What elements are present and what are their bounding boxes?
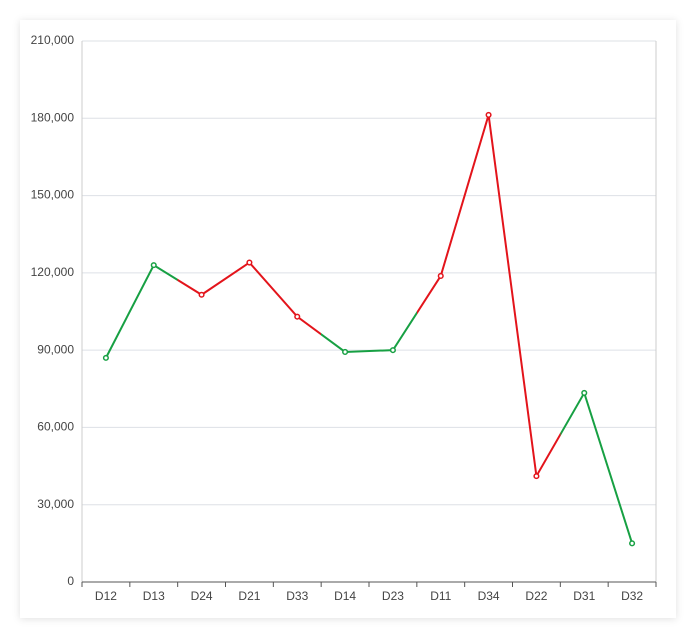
point xyxy=(150,262,157,269)
card xyxy=(20,20,676,618)
x-tick-label: D22 xyxy=(525,589,547,603)
point xyxy=(437,272,444,279)
point xyxy=(342,348,349,355)
x-tick-label: D34 xyxy=(478,589,500,603)
point xyxy=(533,473,540,480)
x-tick-label: D21 xyxy=(238,589,260,603)
y-tick-label: 150,000 xyxy=(31,188,75,202)
x-tick-label: D24 xyxy=(191,589,213,603)
point xyxy=(389,347,396,354)
point xyxy=(102,354,109,361)
x-tick-label: D33 xyxy=(286,589,308,603)
y-tick-label: 90,000 xyxy=(37,342,74,356)
y-tick-label: 60,000 xyxy=(37,420,74,434)
x-tick-label: D31 xyxy=(573,589,595,603)
point xyxy=(198,291,205,298)
x-tick-label: D23 xyxy=(382,589,404,603)
x-tick-label: D11 xyxy=(430,589,451,603)
point xyxy=(294,313,301,320)
y-tick-label: 0 xyxy=(67,574,74,588)
y-tick-label: 120,000 xyxy=(31,265,75,279)
x-tick-label: D13 xyxy=(143,589,165,603)
line xyxy=(105,114,634,544)
point xyxy=(581,389,588,396)
x-tick-label: D32 xyxy=(621,589,643,603)
x-tick-label: D14 xyxy=(334,589,356,603)
point xyxy=(629,540,636,547)
y-tick-label: 210,000 xyxy=(31,33,75,47)
y-tick-label: 30,000 xyxy=(37,497,74,511)
y-tick-label: 180,000 xyxy=(31,110,75,124)
point xyxy=(485,111,492,118)
point xyxy=(246,259,253,266)
x-tick-label: D12 xyxy=(95,589,117,603)
